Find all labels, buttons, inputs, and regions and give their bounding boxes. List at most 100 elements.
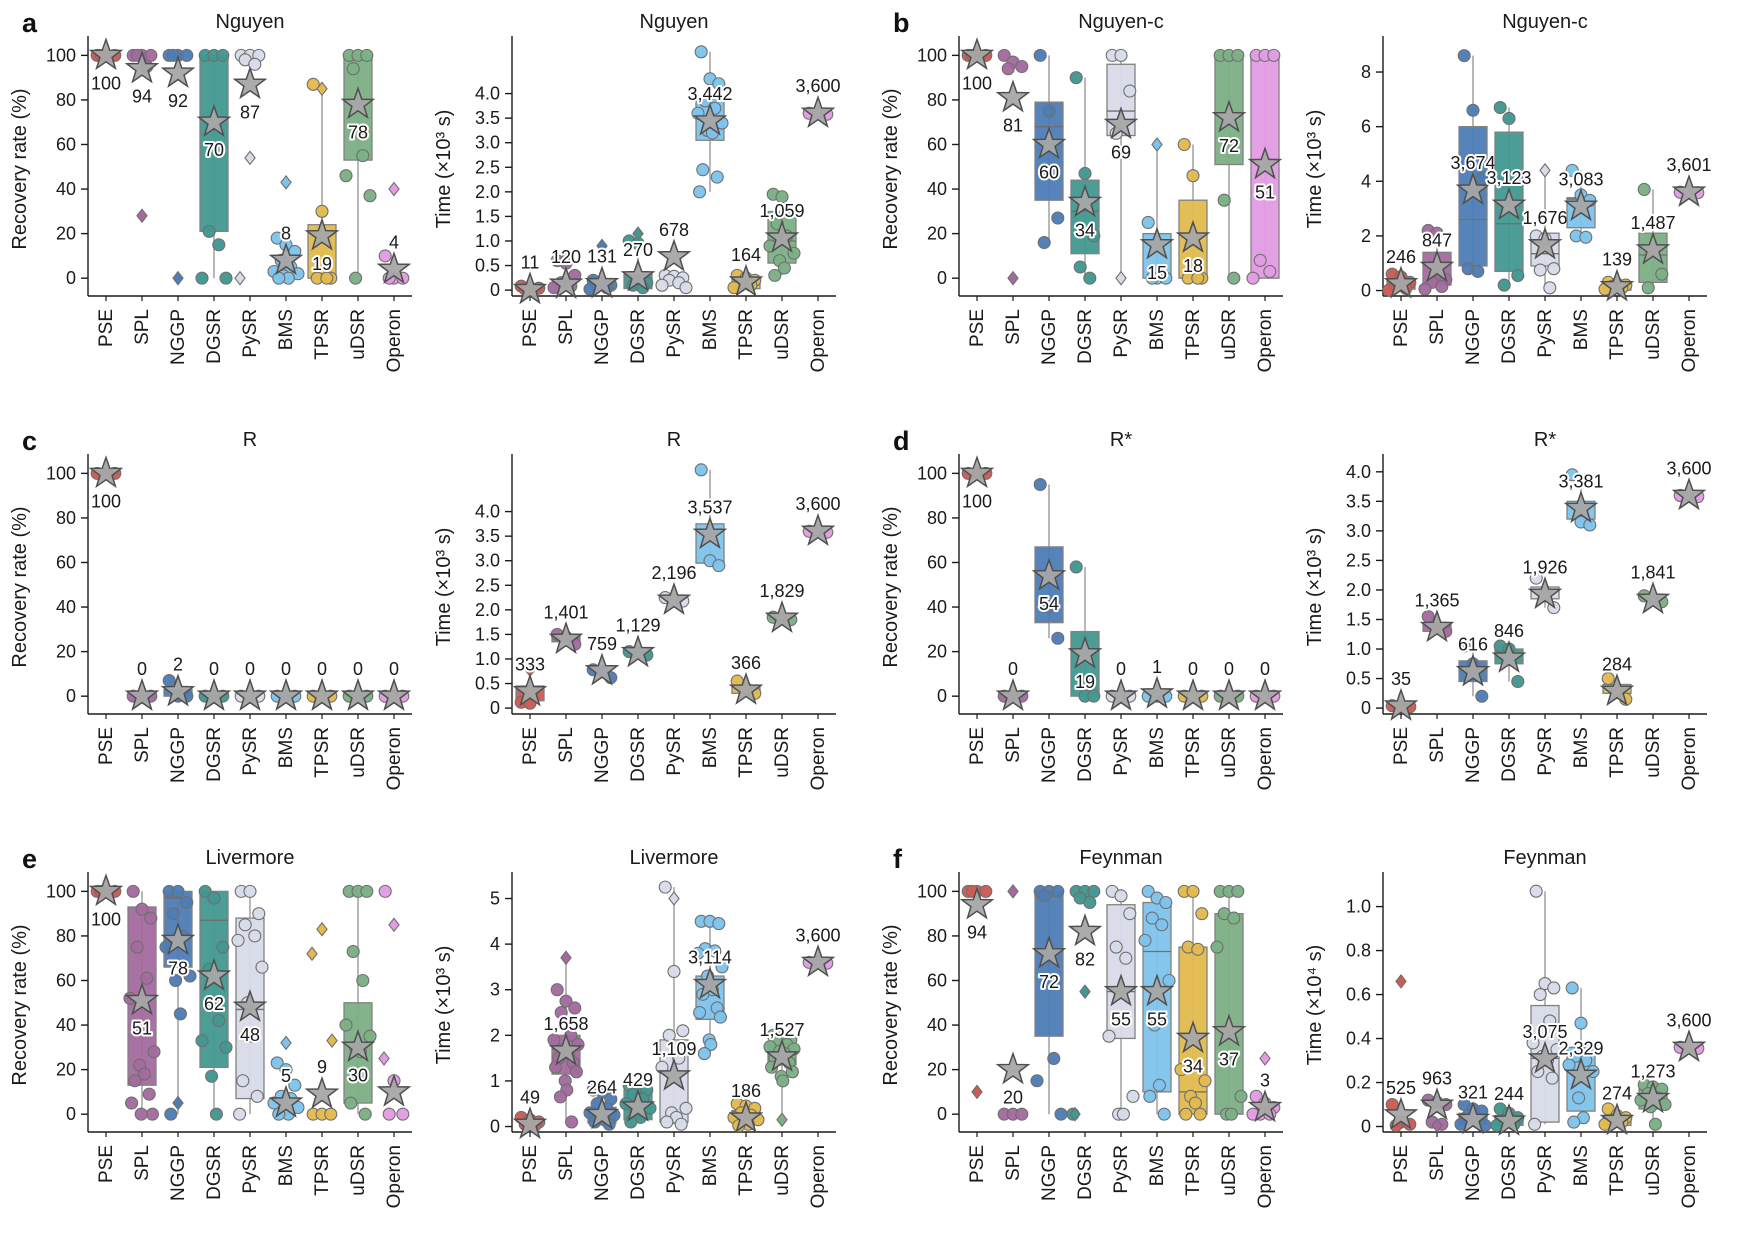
series-DGSR: 3,123 (1484, 100, 1534, 292)
data-point (195, 271, 209, 285)
series-SPL: 81 (995, 48, 1031, 286)
mean-star (800, 94, 836, 129)
mean-star (88, 873, 124, 907)
x-tick-label: Operon (1255, 1145, 1276, 1208)
mean-star (160, 673, 196, 707)
series-SPL: 963 (1419, 1066, 1455, 1133)
series-DGSR: 82 (1066, 884, 1103, 1122)
data-point (1042, 600, 1056, 614)
x-tick-label: Operon (1255, 727, 1276, 790)
mean-value-label: 54 (1039, 594, 1059, 614)
data-point (672, 1051, 686, 1065)
series-DGSR: 270 (620, 226, 656, 295)
mean-value-label: 19 (312, 254, 332, 274)
series-SPL: 51 (123, 884, 161, 1121)
x-tick-label: PSE (96, 727, 117, 765)
series-NGGP: 92 (160, 48, 196, 286)
data-point (339, 1018, 353, 1032)
mean-value-label: 3,600 (1666, 1010, 1711, 1030)
mean-star (1599, 1102, 1635, 1136)
data-point (1179, 1107, 1193, 1121)
series-PSE: 49 (512, 1085, 548, 1140)
data-point (219, 1040, 233, 1054)
x-tick-label: PSE (1391, 309, 1412, 347)
data-point (1565, 163, 1579, 177)
mean-star (1139, 973, 1175, 1007)
mean-star (124, 50, 160, 84)
panel-letter-a: a (22, 8, 38, 38)
outlier-diamond (136, 208, 148, 224)
data-point (1188, 1096, 1202, 1110)
mean-value-label: 186 (731, 1081, 761, 1101)
data-point (272, 271, 286, 285)
series-TPSR: 0 (304, 657, 340, 711)
data-point (768, 268, 782, 282)
x-tick-label: TPSR (312, 727, 333, 778)
y-tick-label: 20 (927, 642, 947, 662)
mean-star (340, 86, 376, 120)
data-point (1143, 1089, 1157, 1103)
data-point (550, 983, 564, 997)
x-tick-label: Operon (1255, 309, 1276, 372)
mean-star (232, 988, 268, 1023)
series-PySR: 0 (232, 657, 268, 711)
mean-value-label: 846 (1494, 621, 1524, 641)
x-tick-label: SPL (556, 1145, 577, 1181)
series-NGGP: 72 (1030, 884, 1068, 1121)
chart-title: Nguyen (640, 11, 709, 33)
y-tick-label: 0 (490, 698, 500, 718)
mean-star (160, 54, 196, 88)
data-point (1001, 62, 1015, 76)
panel-f: f Feynman Recovery rate (%) 0 20 40 60 80 100 PS… (871, 836, 1742, 1254)
mean-star (1175, 219, 1211, 253)
mean-value-label: 11 (521, 253, 540, 273)
mean-star (764, 1038, 800, 1072)
series-DGSR: 19 (1067, 560, 1103, 703)
series-PySR: 1,926 (1520, 555, 1570, 615)
x-tick-label: NGGP (1039, 727, 1060, 783)
series-PSE: 100 (88, 873, 124, 931)
series-Operon: 3,600 (1664, 456, 1714, 511)
outlier-diamond (1115, 270, 1127, 286)
y-tick-label: 0.6 (1346, 985, 1371, 1005)
y-axis-label: Recovery rate (%) (880, 88, 902, 249)
series-Operon: 51 (1246, 48, 1283, 285)
mean-value-label: 4 (389, 232, 399, 252)
x-tick-label: DGSR (1499, 727, 1520, 782)
mean-value-label: 3,083 (1558, 169, 1603, 189)
mean-value-label: 3,537 (687, 497, 732, 517)
data-point (1533, 263, 1547, 277)
data-point (1123, 84, 1137, 98)
x-tick-label: NGGP (1039, 309, 1060, 365)
series-DGSR: 846 (1491, 619, 1527, 689)
mean-star (196, 677, 232, 711)
y-axis-label: Recovery rate (%) (880, 924, 902, 1085)
data-point (1174, 1063, 1188, 1077)
series-uDSR: 0 (340, 657, 376, 711)
data-point (1033, 477, 1047, 492)
series-PySR: 3,075 (1520, 884, 1570, 1131)
mean-star (304, 1075, 340, 1109)
x-tick-label: SPL (1427, 727, 1448, 763)
mean-value-label: 1,401 (543, 602, 588, 622)
y-tick-label: 0 (1361, 698, 1371, 718)
panel-letter-e: e (22, 844, 38, 874)
data-point (777, 261, 791, 275)
mean-star (1211, 1013, 1247, 1047)
mean-value-label: 1,841 (1630, 562, 1675, 582)
y-tick-label: 4 (490, 934, 500, 954)
data-point (691, 946, 705, 960)
x-tick-label: NGGP (1039, 1145, 1060, 1201)
outlier-diamond (172, 1095, 184, 1111)
y-tick-label: 0 (937, 268, 947, 288)
series-DGSR: 34 (1067, 71, 1103, 285)
series-NGGP: 2 (160, 653, 196, 707)
y-tick-label: 2.5 (1346, 550, 1371, 570)
data-point (162, 674, 176, 688)
y-axis-label: Time (×10³ s) (433, 528, 455, 647)
data-point (1114, 889, 1128, 903)
data-point (1511, 674, 1525, 689)
mean-star (995, 79, 1031, 113)
